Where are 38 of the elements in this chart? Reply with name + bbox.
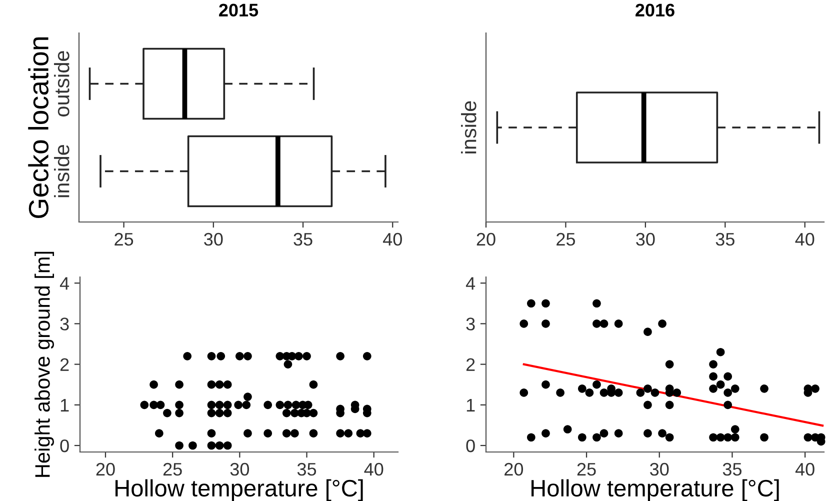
y-tick-label: 4 [60,277,70,290]
x-tick-label: 30 [636,232,655,246]
x-tick-label: 35 [722,462,742,476]
y-tick-label: outside [54,51,70,116]
y-tick-label: 2 [60,358,69,371]
y-tick-label: inside [461,101,476,154]
x-tick-label: 30 [650,462,669,476]
x-tick-label: 35 [297,462,316,476]
x-tick-label: 20 [96,462,115,476]
x-tick-label: 25 [577,462,596,476]
y-tick-label: inside [54,144,70,198]
y-tick-label: 4 [466,277,476,290]
y-axis-title: Height above ground [m] [34,252,54,477]
y-tick-label: 2 [466,358,475,371]
y-tick-label: 3 [60,318,69,330]
y-tick-label: 1 [466,399,475,412]
x-axis-title: Hollow temperature [°C] [116,479,363,501]
y-tick-label: 1 [60,399,69,412]
x-tick-label: 40 [383,232,402,246]
y-tick-label: 3 [466,318,475,330]
x-tick-label: 40 [795,232,814,246]
chart-title: 2015 [219,4,258,17]
y-tick-label: 0 [60,439,69,452]
x-axis-title: Hollow temperature [°C] [532,479,779,501]
x-tick-label: 25 [556,232,576,246]
x-tick-label: 25 [114,232,134,246]
x-tick-label: 40 [364,462,384,476]
x-tick-label: 30 [230,462,250,476]
x-tick-label: 35 [294,232,312,246]
x-tick-label: 20 [476,232,496,246]
x-tick-label: 30 [204,232,223,246]
chart-title: 2016 [636,4,674,17]
x-tick-label: 35 [716,232,734,246]
y-axis-title: Gecko location [28,37,49,218]
x-tick-label: 40 [795,462,814,476]
y-tick-label: 0 [466,439,475,452]
x-tick-label: 25 [163,462,182,476]
x-tick-label: 20 [504,462,524,476]
